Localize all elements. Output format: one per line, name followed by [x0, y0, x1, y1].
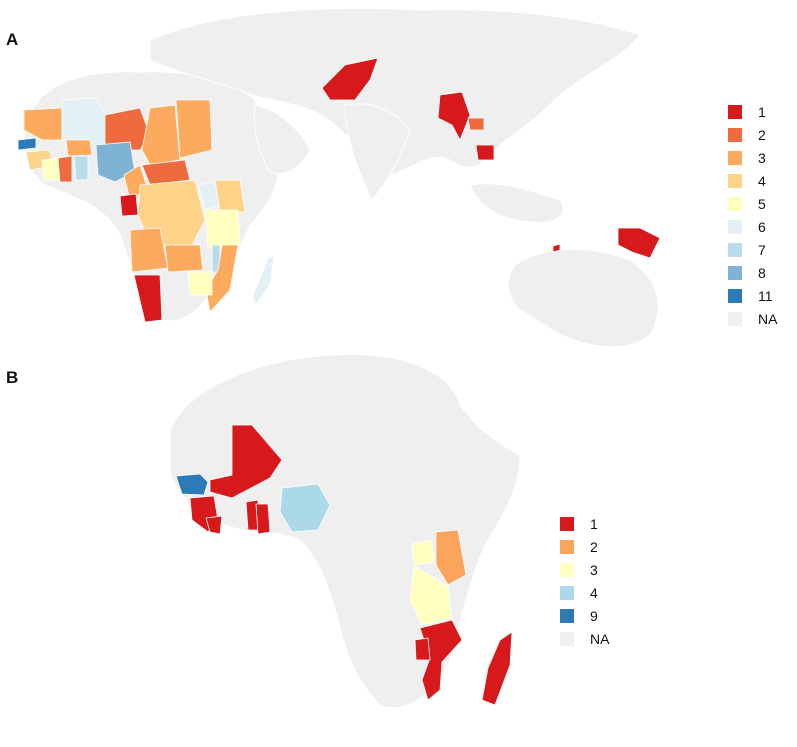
legend-b-item: 9 — [560, 604, 609, 627]
madagascar-a — [251, 254, 275, 306]
legend-swatch — [560, 631, 574, 646]
legend-label: 2 — [758, 126, 766, 143]
legend-swatch — [728, 311, 742, 326]
car-a — [141, 159, 191, 186]
togo-benin-a — [73, 155, 89, 181]
mali-b — [209, 424, 283, 499]
legend-a-item: 4 — [728, 169, 777, 192]
legend-label: 2 — [590, 538, 598, 555]
legend-swatch — [728, 242, 742, 257]
india-landmass — [344, 103, 411, 201]
legend-label: 9 — [590, 607, 598, 624]
legend-label: 5 — [758, 195, 766, 212]
legend-b-item: 2 — [560, 535, 609, 558]
legend-a-item: 2 — [728, 123, 777, 146]
ghana-a — [57, 155, 73, 183]
uganda-b — [411, 539, 435, 566]
tanzania-a — [204, 209, 241, 249]
senegal-b — [175, 473, 209, 496]
legend-label: 4 — [758, 172, 766, 189]
legend-label: 7 — [758, 241, 766, 258]
legend-label: 11 — [758, 287, 773, 304]
papua-new-guinea-a — [617, 227, 661, 259]
legend-swatch — [728, 288, 742, 303]
legend-label: 8 — [758, 264, 766, 281]
mauritania-a — [23, 107, 63, 141]
panel-b-map — [169, 353, 521, 709]
zimbabwe-b — [414, 637, 431, 661]
se-asia-islands — [469, 183, 564, 224]
legend-swatch — [728, 173, 742, 188]
legend-label: 3 — [590, 561, 598, 578]
legend-label: NA — [758, 310, 778, 327]
legend-label: 1 — [590, 515, 598, 532]
legend-b-item: 3 — [560, 558, 609, 581]
legend-swatch — [728, 150, 742, 165]
panel-a-map — [17, 7, 661, 348]
eq-guinea-a — [119, 193, 139, 217]
zimbabwe-a — [187, 271, 213, 296]
senegal-a — [17, 137, 37, 151]
legend-swatch — [560, 516, 574, 531]
legend-swatch — [728, 127, 742, 142]
legend-a-item: 7 — [728, 238, 777, 261]
myanmar-a — [437, 91, 471, 141]
legend-swatch — [560, 562, 574, 577]
ghana-b — [255, 503, 271, 535]
legend-panel-b: 1 2 3 4 9 NA — [560, 512, 609, 650]
indonesia-speck-a — [552, 243, 561, 253]
sudan-a — [175, 99, 213, 159]
legend-label: 4 — [590, 584, 598, 601]
pakistan-a — [321, 57, 379, 101]
arabia-landmass — [253, 104, 311, 175]
legend-swatch — [560, 585, 574, 600]
legend-swatch — [560, 539, 574, 554]
legend-swatch — [560, 608, 574, 623]
legend-a-item: 1 — [728, 100, 777, 123]
ethiopia-a — [214, 179, 246, 213]
eurasia-landmass — [149, 7, 641, 176]
panel-a-label: A — [6, 30, 19, 49]
mozambique-b — [419, 619, 463, 701]
legend-b-item: NA — [560, 627, 609, 650]
mozambique-a — [205, 244, 239, 313]
legend-a-item: 8 — [728, 261, 777, 284]
panel-b-label: B — [6, 368, 19, 387]
zambia-a — [164, 244, 204, 273]
legend-a-item: NA — [728, 307, 777, 330]
legend-a-item: 11 — [728, 284, 777, 307]
legend-swatch — [728, 219, 742, 234]
legend-a-item: 6 — [728, 215, 777, 238]
legend-swatch — [728, 196, 742, 211]
australia-landmass — [507, 248, 659, 348]
africa-landmass-b — [169, 353, 521, 709]
legend-label: 6 — [758, 218, 766, 235]
legend-b-item: 4 — [560, 581, 609, 604]
nigeria-b — [279, 483, 331, 533]
legend-label: 3 — [758, 149, 766, 166]
legend-a-item: 3 — [728, 146, 777, 169]
legend-label: NA — [590, 630, 610, 647]
burkina-a — [65, 139, 93, 157]
sierra-leone-b — [205, 515, 223, 535]
legend-a-item: 5 — [728, 192, 777, 215]
madagascar-b — [481, 631, 513, 706]
tanzania-b — [409, 565, 453, 626]
kenya-b — [435, 529, 467, 586]
legend-swatch — [728, 104, 742, 119]
legend-panel-a: 1 2 3 4 5 6 7 8 11 NA — [728, 100, 777, 330]
legend-label: 1 — [758, 103, 766, 120]
namibia-a — [133, 274, 163, 323]
laos-a — [467, 117, 485, 131]
cambodia-a — [475, 144, 495, 161]
legend-swatch — [728, 265, 742, 280]
legend-b-item: 1 — [560, 512, 609, 535]
